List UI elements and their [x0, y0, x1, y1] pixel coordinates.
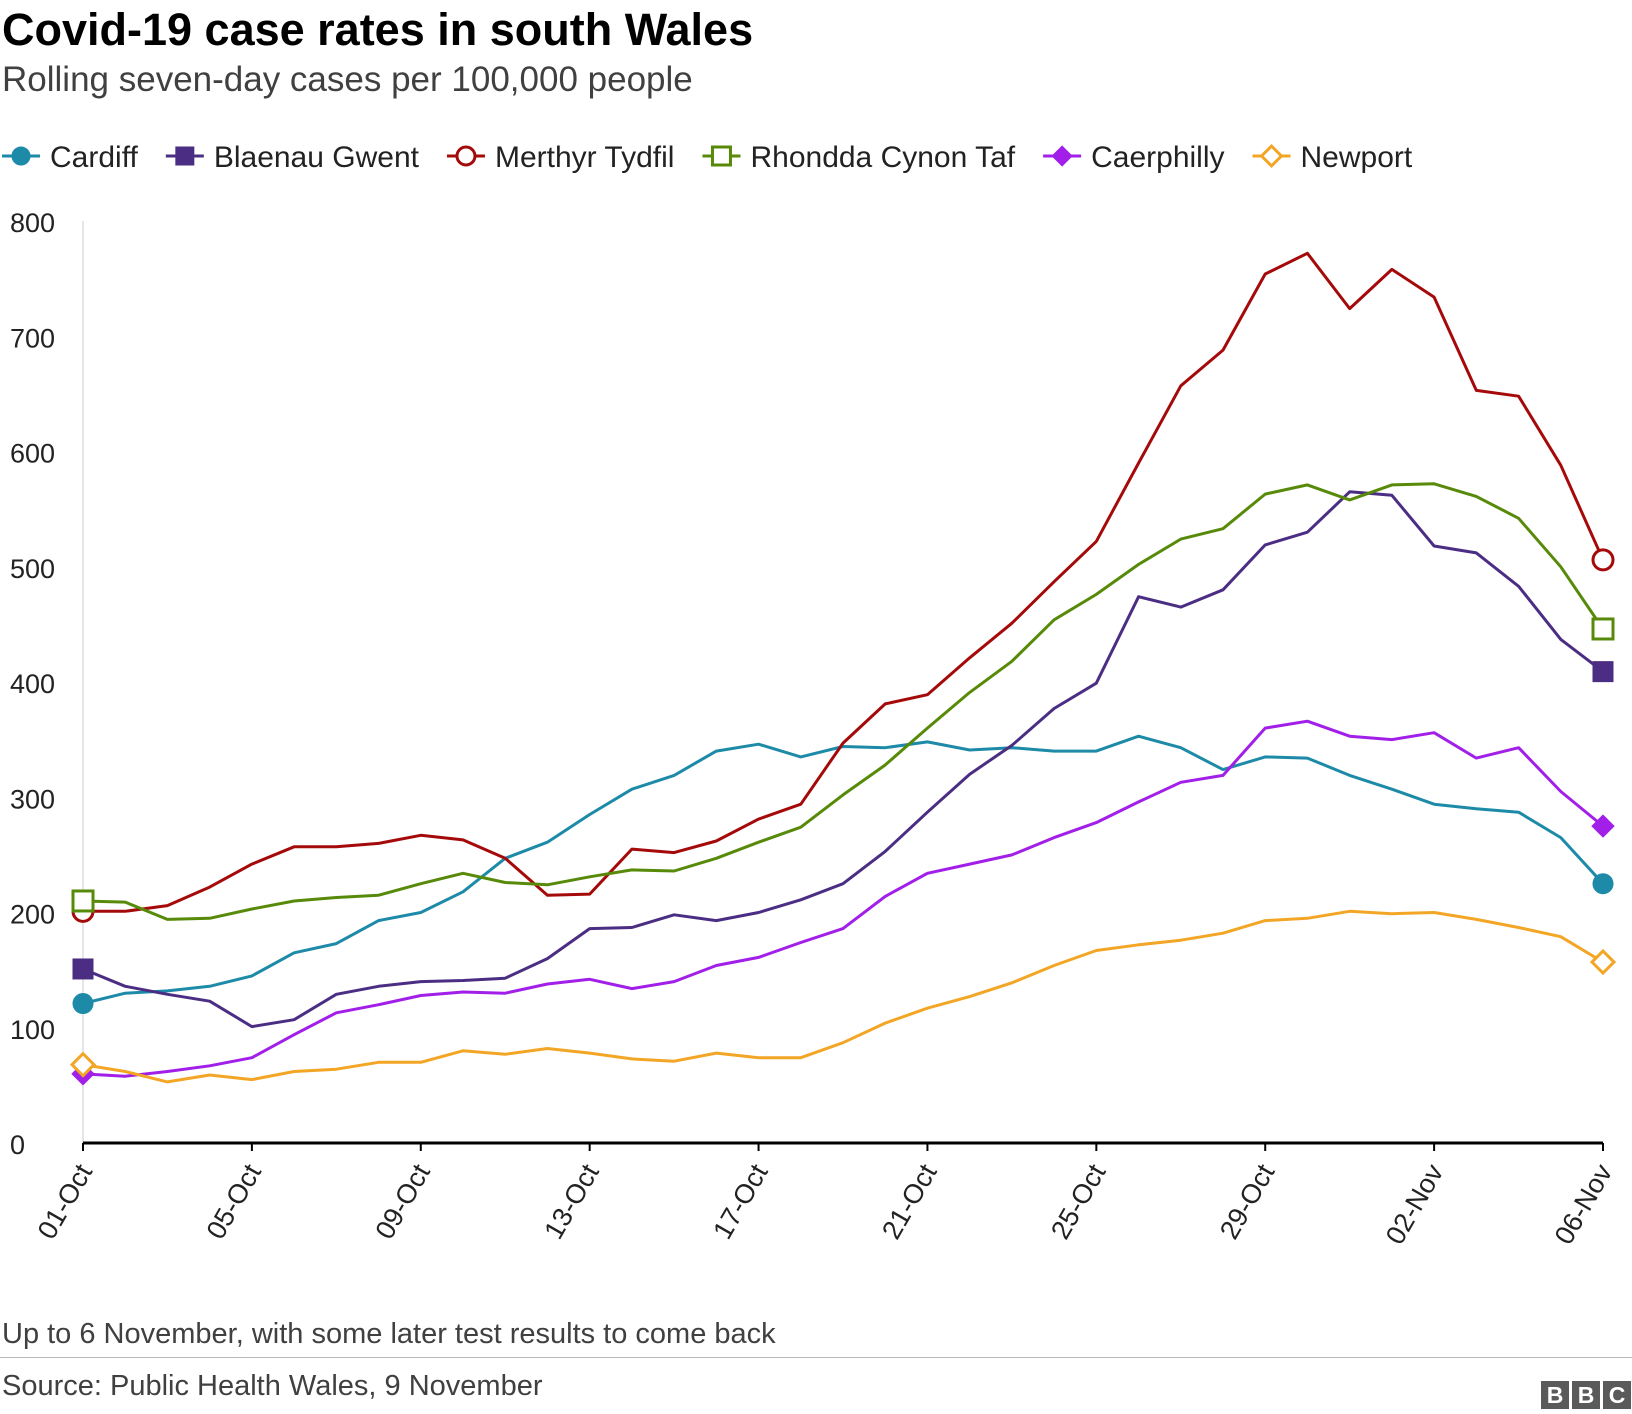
y-tick-label: 400: [10, 669, 55, 699]
start-marker-newport: [69, 1051, 97, 1078]
source-text: Source: Public Health Wales, 9 November: [2, 1370, 543, 1402]
legend-marker: [11, 146, 31, 166]
series-rhondda-cynon-taf: [71, 482, 1615, 921]
legend-label: Caerphilly: [1091, 141, 1224, 174]
y-tick-label: 200: [10, 900, 55, 930]
series-cardiff: [72, 734, 1614, 1015]
y-tick-label: 500: [10, 554, 55, 584]
x-tick-label: 09-Oct: [369, 1159, 436, 1245]
legend-label: Cardiff: [50, 141, 138, 174]
legend-marker: [1051, 145, 1073, 167]
logo-letter-b2: B: [1572, 1381, 1600, 1409]
series-line-merthyr-tydfil: [83, 251, 1605, 913]
x-tick-label: 01-Oct: [32, 1159, 99, 1245]
logo-letter-b1: B: [1541, 1381, 1569, 1409]
series-blaenau-gwent: [72, 490, 1614, 1029]
end-marker-rhondda-cynon-taf: [1591, 617, 1615, 641]
legend-item-blaenau-gwent: Blaenau Gwent: [165, 141, 420, 174]
chart-legend: Cardiff Blaenau Gwent Merthyr Tydfil Rhondd…: [2, 141, 1413, 174]
x-tick-label: 29-Oct: [1214, 1159, 1281, 1245]
y-axis: 0 100 200 300 400 500 600 700 800: [10, 208, 84, 1160]
x-tick-label: 25-Oct: [1045, 1159, 1112, 1245]
x-tick-label: 06-Nov: [1549, 1159, 1619, 1250]
end-marker-caerphilly: [1591, 814, 1615, 838]
start-marker-cardiff: [72, 993, 94, 1015]
chart-note: Up to 6 November, with some later test r…: [2, 1318, 776, 1350]
y-tick-label: 800: [10, 208, 55, 238]
chart-subtitle: Rolling seven-day cases per 100,000 peop…: [2, 60, 693, 99]
legend-label: Blaenau Gwent: [214, 141, 420, 174]
start-marker-rhondda-cynon-taf: [71, 889, 95, 913]
chart-title: Covid-19 case rates in south Wales: [2, 4, 754, 55]
series-line-caerphilly: [82, 719, 1604, 1078]
legend-item-rhondda-cynon-taf: Rhondda Cynon Taf: [702, 141, 1016, 174]
series-line-rhondda-cynon-taf: [82, 482, 1605, 921]
series-newport: [69, 909, 1617, 1084]
series-line-blaenau-gwent: [82, 490, 1604, 1029]
legend-label: Newport: [1301, 141, 1413, 174]
legend-marker: [455, 145, 477, 167]
legend-marker: [175, 146, 195, 166]
line-chart: Cardiff Blaenau Gwent Merthyr Tydfil Rhondd…: [2, 141, 1619, 1250]
series-merthyr-tydfil: [71, 251, 1615, 923]
end-marker-blaenau-gwent: [1592, 661, 1614, 683]
series-caerphilly: [71, 719, 1615, 1086]
x-tick-label: 02-Nov: [1380, 1159, 1450, 1250]
legend-label: Rhondda Cynon Taf: [750, 141, 1015, 174]
x-tick-label: 05-Oct: [201, 1159, 268, 1245]
x-tick-label: 21-Oct: [876, 1159, 943, 1245]
x-tick-label: 17-Oct: [707, 1159, 774, 1245]
x-axis: 01-Oct 05-Oct 09-Oct 13-Oct 17-Oct 21-Oct 25-O…: [32, 1141, 1619, 1250]
legend-label: Merthyr Tydfil: [495, 141, 675, 174]
y-tick-label: 0: [10, 1130, 25, 1160]
series-layer: [69, 251, 1617, 1086]
y-tick-label: 600: [10, 439, 55, 469]
end-marker-newport: [1589, 948, 1617, 976]
legend-item-merthyr-tydfil: Merthyr Tydfil: [446, 141, 675, 174]
footer-divider: [0, 1357, 1632, 1358]
y-tick-label: 700: [10, 323, 55, 353]
legend-marker: [710, 145, 732, 167]
legend-marker: [1259, 143, 1284, 169]
legend-item-newport: Newport: [1252, 141, 1413, 174]
y-tick-label: 100: [10, 1015, 55, 1045]
end-marker-merthyr-tydfil: [1591, 548, 1615, 572]
series-line-newport: [82, 909, 1604, 1084]
start-marker-blaenau-gwent: [72, 958, 94, 980]
series-line-cardiff: [82, 734, 1605, 1005]
legend-item-caerphilly: Caerphilly: [1043, 141, 1225, 174]
bbc-logo: B B C: [1541, 1381, 1631, 1409]
logo-letter-c: C: [1603, 1381, 1631, 1409]
end-marker-cardiff: [1592, 873, 1614, 895]
x-tick-label: 13-Oct: [538, 1159, 605, 1245]
y-tick-label: 300: [10, 784, 55, 814]
legend-item-cardiff: Cardiff: [2, 141, 138, 174]
